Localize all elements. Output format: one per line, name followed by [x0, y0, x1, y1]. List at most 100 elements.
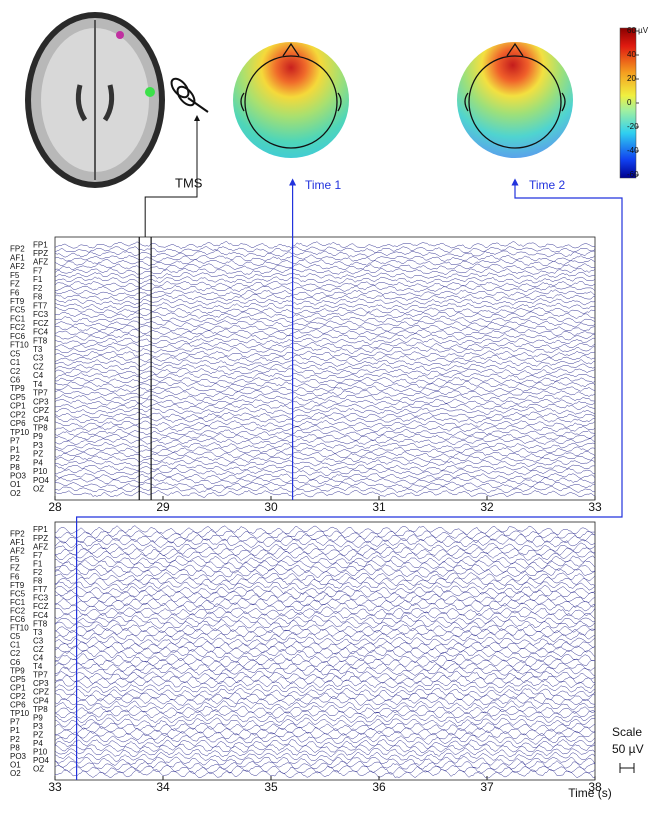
scale-value: 50 µV: [612, 742, 644, 756]
eeg-trace: [55, 769, 595, 778]
eeg-trace: [55, 735, 595, 744]
channel-label: O2: [10, 769, 21, 778]
channel-label: P10: [33, 467, 48, 476]
time-label: Time 1: [305, 178, 342, 192]
eeg-trace: [55, 360, 595, 367]
eeg-trace: [55, 338, 595, 345]
channel-label: P8: [10, 463, 20, 472]
channel-label: P1: [10, 445, 20, 454]
eeg-trace: [55, 599, 595, 608]
eeg-trace: [55, 294, 595, 301]
channel-label: F7: [33, 266, 43, 275]
x-tick-label: 33: [48, 780, 62, 794]
eeg-trace: [55, 697, 595, 706]
eeg-trace: [55, 632, 595, 642]
channel-label: FT8: [33, 336, 48, 345]
eeg-trace: [55, 456, 595, 463]
colorbar-tick-label: -60: [627, 170, 639, 179]
channel-label: FC2: [10, 323, 26, 332]
channel-label: F6: [10, 288, 20, 297]
channel-label: CP6: [10, 419, 26, 428]
eeg-trace: [55, 381, 595, 388]
eeg-trace: [55, 281, 595, 288]
eeg-trace: [55, 438, 595, 445]
eeg-trace: [55, 757, 595, 766]
channel-label: P4: [33, 458, 43, 467]
eeg-trace: [55, 766, 595, 775]
colorbar-tick-label: 20: [627, 74, 636, 83]
eeg-trace: [55, 333, 595, 340]
channel-label: CP2: [10, 410, 26, 419]
eeg-trace: [55, 714, 595, 723]
channel-label: P2: [10, 454, 20, 463]
channel-label: P3: [33, 441, 43, 450]
eeg-trace: [55, 247, 595, 254]
channel-label: CPZ: [33, 406, 49, 415]
x-tick-label: 37: [480, 780, 494, 794]
eeg-trace: [55, 752, 595, 761]
channel-label: AFZ: [33, 258, 48, 267]
channel-label: AF1: [10, 253, 25, 262]
channel-label: TP10: [10, 428, 30, 437]
eeg-trace: [55, 395, 595, 402]
channel-label: FC4: [33, 328, 49, 337]
eeg-trace: [55, 474, 595, 480]
channel-label: FC6: [10, 332, 26, 341]
tms-coil: [168, 76, 208, 112]
channel-label: P7: [10, 437, 20, 446]
channel-label: CP3: [33, 397, 49, 406]
eeg-trace: [55, 637, 595, 646]
channel-label: O2: [10, 489, 21, 498]
eeg-trace: [55, 290, 595, 297]
topomap: [457, 42, 573, 158]
x-tick-label: 31: [372, 500, 386, 514]
eeg-trace: [55, 447, 595, 454]
eeg-trace: [55, 329, 595, 336]
eeg-trace: [55, 684, 595, 693]
colorbar-tick-label: -20: [627, 122, 639, 131]
eeg-trace: [55, 416, 595, 423]
colorbar-tick-label: 0: [627, 98, 632, 107]
x-tick-label: 33: [588, 500, 602, 514]
channel-label: F2: [33, 284, 43, 293]
channel-label: FP1: [33, 240, 48, 249]
eeg-trace: [55, 316, 595, 323]
channel-label: FC5: [10, 306, 26, 315]
channel-label: P9: [33, 432, 43, 441]
colorbar-tick-label: 60 µV: [627, 26, 649, 35]
eeg-trace: [55, 482, 595, 489]
channel-label: C3: [33, 354, 44, 363]
eeg-trace: [55, 748, 595, 757]
channel-label: FC1: [10, 314, 26, 323]
channel-label: CP4: [33, 415, 49, 424]
tms-label: TMS: [175, 175, 203, 190]
time-label: Time 2: [529, 178, 566, 192]
eeg-trace: [55, 577, 595, 586]
channel-label: O1: [10, 480, 21, 489]
channel-label: C5: [10, 349, 21, 358]
eeg-trace: [55, 465, 595, 472]
eeg-trace: [55, 538, 595, 547]
channel-label: F8: [33, 293, 43, 302]
eeg-trace: [55, 325, 595, 332]
channel-label: CZ: [33, 362, 44, 371]
channel-label: FZ: [10, 280, 20, 289]
panel-frame: [55, 522, 595, 780]
eeg-trace: [55, 346, 595, 353]
colorbar-tick-label: 40: [627, 50, 636, 59]
eeg-trace: [55, 242, 595, 249]
channel-label: F5: [10, 271, 20, 280]
eeg-trace: [55, 568, 595, 577]
channel-label: CP5: [10, 393, 26, 402]
x-tick-label: 35: [264, 780, 278, 794]
eeg-trace: [55, 731, 595, 740]
eeg-trace: [55, 490, 595, 497]
eeg-trace: [55, 412, 595, 419]
eeg-trace: [55, 590, 595, 599]
channel-label: T4: [33, 380, 43, 389]
eeg-trace: [55, 364, 595, 371]
x-tick-label: 32: [480, 500, 494, 514]
eeg-trace: [55, 390, 595, 397]
eeg-trace: [55, 603, 595, 612]
